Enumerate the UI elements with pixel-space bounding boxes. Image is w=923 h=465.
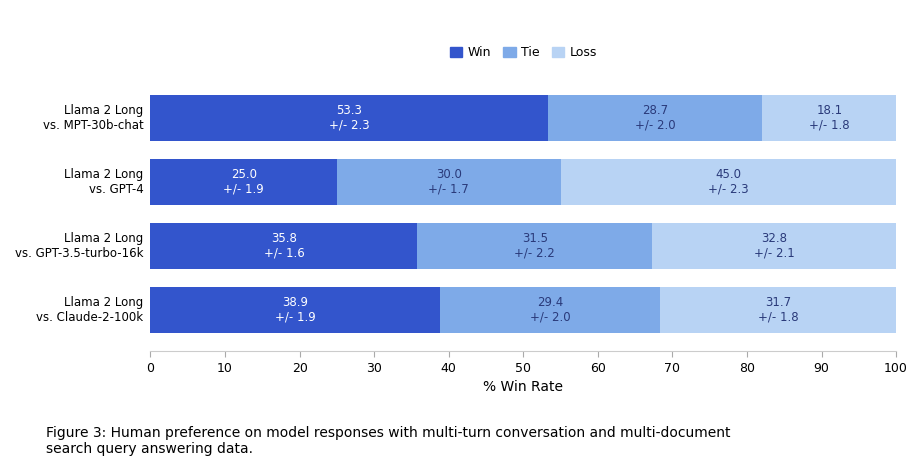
Legend: Win, Tie, Loss: Win, Tie, Loss (445, 41, 602, 65)
Text: 35.8
+/- 1.6: 35.8 +/- 1.6 (264, 232, 305, 260)
Bar (653, 223, 897, 269)
Text: 31.5
+/- 2.2: 31.5 +/- 2.2 (514, 232, 556, 260)
Bar (150, 95, 548, 141)
Bar (150, 287, 896, 332)
X-axis label: % Win Rate: % Win Rate (484, 380, 563, 394)
Bar (150, 159, 337, 205)
Text: 31.7
+/- 1.8: 31.7 +/- 1.8 (758, 296, 798, 324)
Text: 32.8
+/- 2.1: 32.8 +/- 2.1 (754, 232, 795, 260)
Bar (150, 287, 440, 332)
Text: 38.9
+/- 1.9: 38.9 +/- 1.9 (275, 296, 316, 324)
Bar (150, 95, 896, 141)
Bar (660, 287, 896, 332)
Bar (150, 223, 896, 269)
Text: 29.4
+/- 2.0: 29.4 +/- 2.0 (530, 296, 570, 324)
Bar (337, 159, 560, 205)
Text: 30.0
+/- 1.7: 30.0 +/- 1.7 (428, 168, 469, 196)
Bar (440, 287, 660, 332)
Text: 25.0
+/- 1.9: 25.0 +/- 1.9 (223, 168, 264, 196)
Text: 45.0
+/- 2.3: 45.0 +/- 2.3 (708, 168, 749, 196)
Text: Figure 3: Human preference on model responses with multi-turn conversation and m: Figure 3: Human preference on model resp… (46, 425, 731, 456)
Text: 28.7
+/- 2.0: 28.7 +/- 2.0 (634, 104, 675, 132)
Bar (150, 223, 417, 269)
Bar (560, 159, 896, 205)
Bar (417, 223, 653, 269)
Bar (548, 95, 761, 141)
Text: 53.3
+/- 2.3: 53.3 +/- 2.3 (329, 104, 369, 132)
Bar (761, 95, 897, 141)
Bar (150, 159, 896, 205)
Text: 18.1
+/- 1.8: 18.1 +/- 1.8 (809, 104, 850, 132)
